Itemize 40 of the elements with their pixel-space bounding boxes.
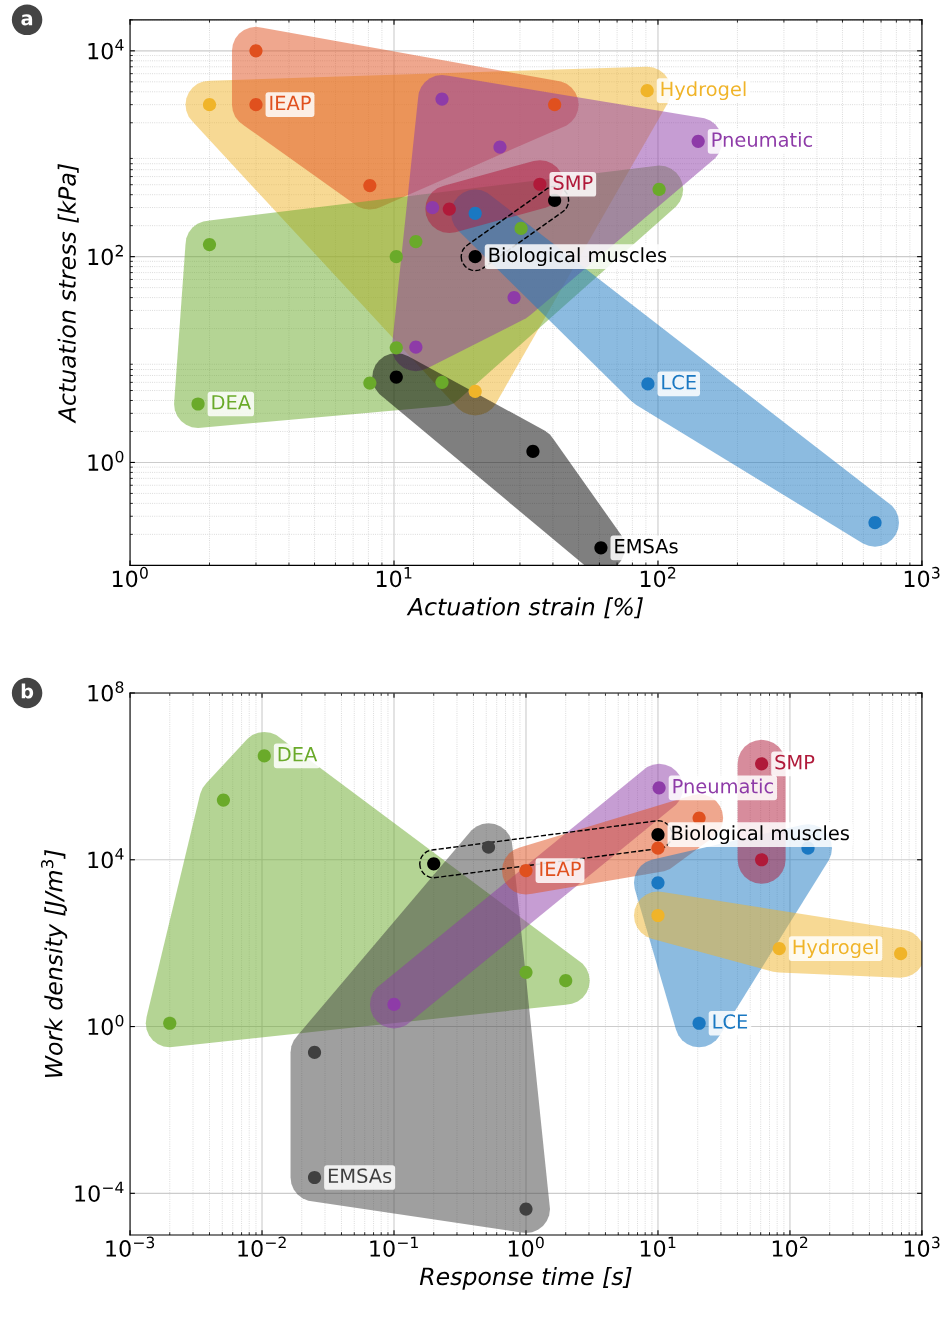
- series-label: SMP: [775, 754, 815, 770]
- x-tick-label: 10$^{0}$: [508, 1236, 544, 1257]
- x-tick-label: 10$^{−2}$: [238, 1236, 286, 1257]
- series-label: EMSAs: [328, 1168, 392, 1184]
- y-tick-label: 10$^{0}$: [88, 450, 124, 472]
- x-tick-label: 10$^{−3}$: [106, 1236, 155, 1257]
- series-label: DEA: [212, 395, 251, 410]
- x-tick-label: 10$^{0}$: [112, 566, 148, 588]
- series-label: SMP: [553, 175, 593, 190]
- y-tick-label: 10$^{8}$: [88, 681, 124, 702]
- chart-title: a: [21, 14, 33, 26]
- series-label: Hydrogel: [661, 81, 746, 101]
- y-tick-label: 10$^{4}$: [88, 848, 124, 869]
- y-tick-label: 10$^{0}$: [88, 1014, 124, 1036]
- y-tick-label: 10$^{−4}$: [75, 1181, 124, 1202]
- series-label: Pneumatic: [673, 778, 773, 794]
- y-axis-title: Actuation stress [kPa]: [57, 164, 79, 424]
- series-label: LCE: [713, 1014, 748, 1029]
- series-label: Pneumatic: [712, 131, 813, 147]
- series-label: Biological muscles: [489, 247, 667, 267]
- x-tick-label: 10$^{3}$: [904, 1236, 940, 1257]
- x-tick-label: 10$^{2}$: [772, 1236, 808, 1257]
- x-tick-label: 10$^{1}$: [640, 1236, 676, 1257]
- series-label: EMSAs: [615, 538, 678, 554]
- x-axis-title: Response time [s]: [419, 1266, 632, 1290]
- series-label: LCE: [662, 374, 696, 390]
- x-tick-label: 10$^{3}$: [904, 566, 940, 588]
- series-label: IEAP: [540, 861, 581, 876]
- series-label: DEA: [278, 747, 318, 762]
- chart-title: b: [21, 683, 34, 699]
- series-label: Hydrogel: [793, 939, 878, 959]
- x-tick-label: 10$^{2}$: [640, 566, 676, 588]
- series-label: Biological muscles: [672, 825, 849, 845]
- y-tick-label: 10$^{4}$: [88, 39, 124, 60]
- series-label: IEAP: [270, 95, 311, 111]
- x-tick-label: 10$^{1}$: [376, 567, 412, 588]
- x-axis-title: Actuation strain [%]: [406, 597, 643, 619]
- x-tick-label: 10$^{−1}$: [370, 1236, 418, 1257]
- y-axis-title: Work density [J/m$^{3}$]: [40, 850, 68, 1078]
- y-tick-label: 10$^{2}$: [88, 244, 123, 266]
